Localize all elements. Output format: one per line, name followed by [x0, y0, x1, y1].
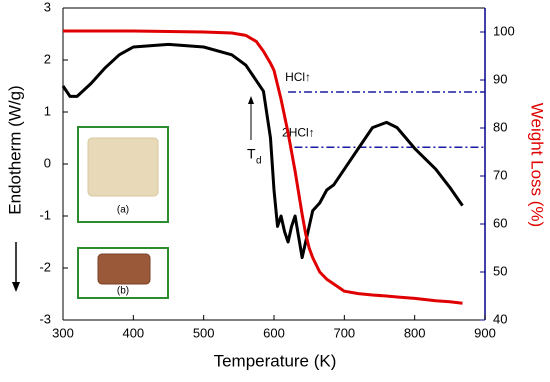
y2-tick-label: 60 — [493, 215, 507, 230]
y-tick-label: 2 — [44, 51, 51, 66]
endotherm-arrowhead — [12, 282, 20, 292]
reference-label: 2HCl↑ — [282, 125, 315, 139]
y-tick-label: -2 — [39, 259, 51, 274]
x-tick-label: 700 — [333, 325, 355, 340]
y-axis-title: Endotherm (W/g) — [5, 85, 24, 214]
y-tick-label: 3 — [44, 0, 51, 14]
y-tick-label: 1 — [44, 103, 51, 118]
y-tick-label: -3 — [39, 311, 51, 326]
x-tick-label: 400 — [122, 325, 144, 340]
x-axis-title: Temperature (K) — [214, 351, 337, 370]
inset-label: (a) — [117, 205, 129, 216]
y2-tick-label: 100 — [493, 23, 515, 38]
td-arrowhead — [248, 96, 254, 104]
reference-label: HCl↑ — [285, 70, 311, 84]
y2-tick-label: 50 — [493, 263, 507, 278]
inset-b-photo — [97, 253, 151, 285]
inset-a-photo — [87, 137, 159, 197]
y2-tick-label: 40 — [493, 311, 507, 326]
y-tick-label: -1 — [39, 207, 51, 222]
x-tick-label: 300 — [52, 325, 74, 340]
y2-tick-label: 90 — [493, 71, 507, 86]
data-line — [63, 29, 463, 305]
td-label: T — [247, 146, 256, 162]
x-tick-label: 900 — [474, 325, 496, 340]
td-label-sub: d — [256, 156, 262, 167]
y2-axis-title: Weight Loss (%) — [528, 103, 547, 227]
y-tick-label: 0 — [44, 155, 51, 170]
x-tick-label: 800 — [404, 325, 426, 340]
x-tick-label: 500 — [193, 325, 215, 340]
inset-label: (b) — [117, 286, 129, 297]
data-line — [61, 42, 464, 260]
x-tick-label: 600 — [263, 325, 285, 340]
y2-tick-label: 70 — [493, 167, 507, 182]
y2-tick-label: 80 — [493, 119, 507, 134]
